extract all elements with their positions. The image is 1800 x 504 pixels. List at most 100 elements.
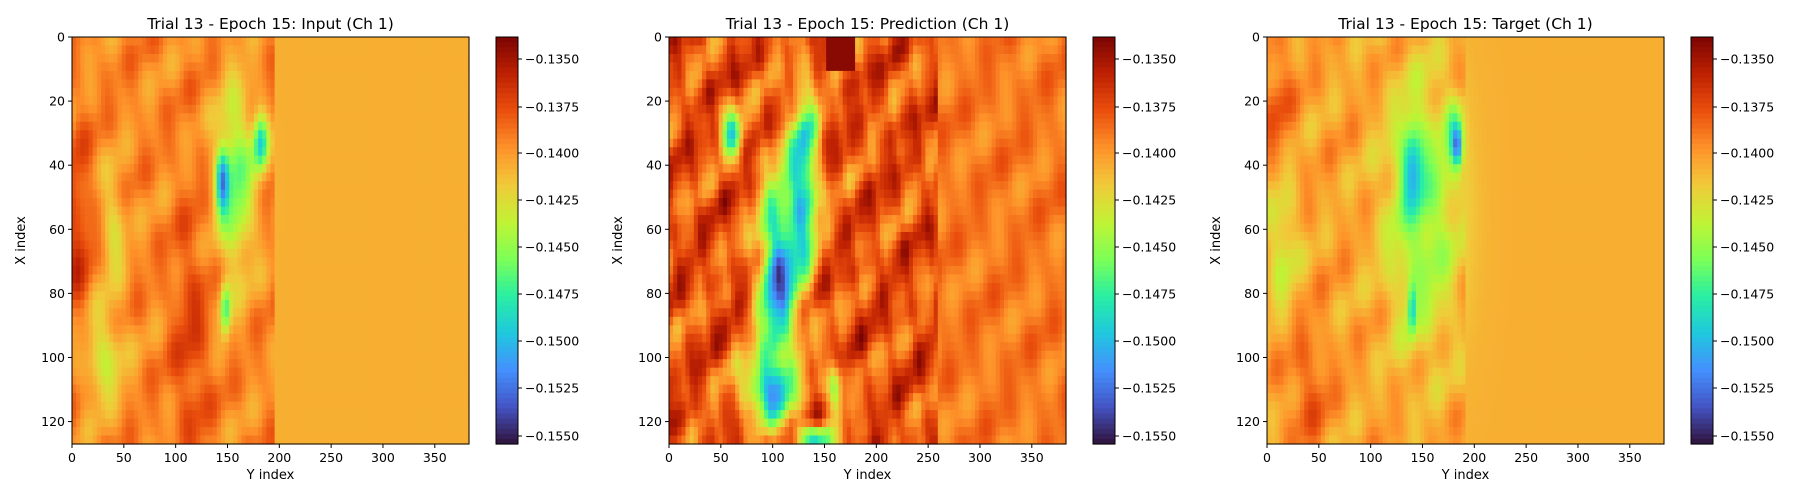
heatmap-cell (258, 342, 263, 351)
heatmap-cell (386, 79, 391, 88)
heatmap-cell (101, 317, 106, 326)
heatmap-cell (97, 173, 102, 182)
heatmap-cell (188, 173, 193, 182)
heatmap-cell (324, 368, 329, 377)
heatmap-cell (101, 173, 106, 182)
heatmap-cell (142, 419, 147, 428)
heatmap-cell (457, 241, 462, 250)
heatmap-cell (130, 79, 135, 88)
heatmap-cell (130, 37, 135, 46)
heatmap-cell (324, 325, 329, 334)
heatmap-cell (97, 308, 102, 317)
heatmap-cell (382, 266, 387, 275)
heatmap-cell (229, 283, 234, 292)
heatmap-cell (694, 45, 699, 54)
heatmap-cell (237, 45, 242, 54)
heatmap-cell (444, 181, 449, 190)
heatmap-cell (167, 249, 172, 258)
heatmap-cell (461, 300, 466, 309)
heatmap-cell (188, 224, 193, 233)
heatmap-cell (345, 232, 350, 241)
heatmap-cell (673, 37, 678, 46)
heatmap-cell (246, 164, 251, 173)
heatmap-cell (155, 402, 160, 411)
heatmap-cell (130, 190, 135, 199)
heatmap-cell (304, 215, 309, 224)
heatmap-cell (958, 37, 963, 46)
heatmap-cell (258, 385, 263, 394)
heatmap-cell (374, 257, 379, 266)
heatmap-cell (204, 232, 209, 241)
heatmap-cell (89, 164, 94, 173)
heatmap-cell (324, 436, 329, 445)
heatmap-cell (361, 291, 366, 300)
heatmap-cell (714, 54, 719, 63)
heatmap-cell (200, 54, 205, 63)
heatmap-cell (167, 283, 172, 292)
heatmap-cell (72, 105, 77, 114)
heatmap-cell (163, 198, 168, 207)
heatmap-cell (180, 215, 185, 224)
heatmap-cell (97, 291, 102, 300)
heatmap-cell (101, 198, 106, 207)
heatmap-cell (279, 427, 284, 436)
heatmap-cell (374, 317, 379, 326)
heatmap-cell (399, 71, 404, 80)
heatmap-cell (80, 368, 85, 377)
heatmap-cell (283, 436, 288, 445)
heatmap-cell (271, 266, 276, 275)
heatmap-cell (155, 334, 160, 343)
heatmap-cell (117, 359, 122, 368)
heatmap-cell (221, 130, 226, 139)
heatmap-cell (159, 317, 164, 326)
heatmap-cell (847, 54, 852, 63)
heatmap-cell (271, 427, 276, 436)
heatmap-cell (399, 215, 404, 224)
heatmap-cell (403, 190, 408, 199)
heatmap-cell (196, 173, 201, 182)
heatmap-cell (221, 368, 226, 377)
heatmap-cell (266, 257, 271, 266)
heatmap-cell (461, 147, 466, 156)
heatmap-cell (242, 37, 247, 46)
heatmap-cell (233, 436, 238, 445)
heatmap-cell (428, 79, 433, 88)
heatmap-cell (200, 274, 205, 283)
heatmap-cell (275, 257, 280, 266)
heatmap-cell (432, 113, 437, 122)
heatmap-cell (361, 147, 366, 156)
heatmap-cell (378, 393, 383, 402)
heatmap-cell (266, 156, 271, 165)
heatmap-cell (374, 342, 379, 351)
heatmap-cell (275, 249, 280, 258)
heatmap-cell (200, 325, 205, 334)
heatmap-cell (386, 54, 391, 63)
heatmap-cell (374, 266, 379, 275)
heatmap-cell (415, 79, 420, 88)
heatmap-cell (188, 207, 193, 216)
heatmap-cell (428, 266, 433, 275)
heatmap-cell (184, 79, 189, 88)
heatmap-cell (312, 37, 317, 46)
heatmap-cell (299, 410, 304, 419)
heatmap-cell (337, 190, 342, 199)
heatmap-cell (324, 139, 329, 148)
heatmap-cell (374, 173, 379, 182)
heatmap-cell (324, 62, 329, 71)
heatmap-cell (84, 88, 89, 97)
heatmap-cell (151, 54, 156, 63)
heatmap-cell (221, 164, 226, 173)
heatmap-cell (374, 71, 379, 80)
heatmap-cell (432, 62, 437, 71)
heatmap-cell (275, 130, 280, 139)
heatmap-cell (291, 317, 296, 326)
heatmap-cell (399, 62, 404, 71)
heatmap-cell (72, 376, 77, 385)
heatmap-cell (287, 368, 292, 377)
heatmap-cell (370, 427, 375, 436)
heatmap-cell (250, 308, 255, 317)
heatmap-cell (287, 173, 292, 182)
heatmap-cell (271, 325, 276, 334)
heatmap-cell (386, 207, 391, 216)
heatmap-cell (1041, 37, 1046, 46)
